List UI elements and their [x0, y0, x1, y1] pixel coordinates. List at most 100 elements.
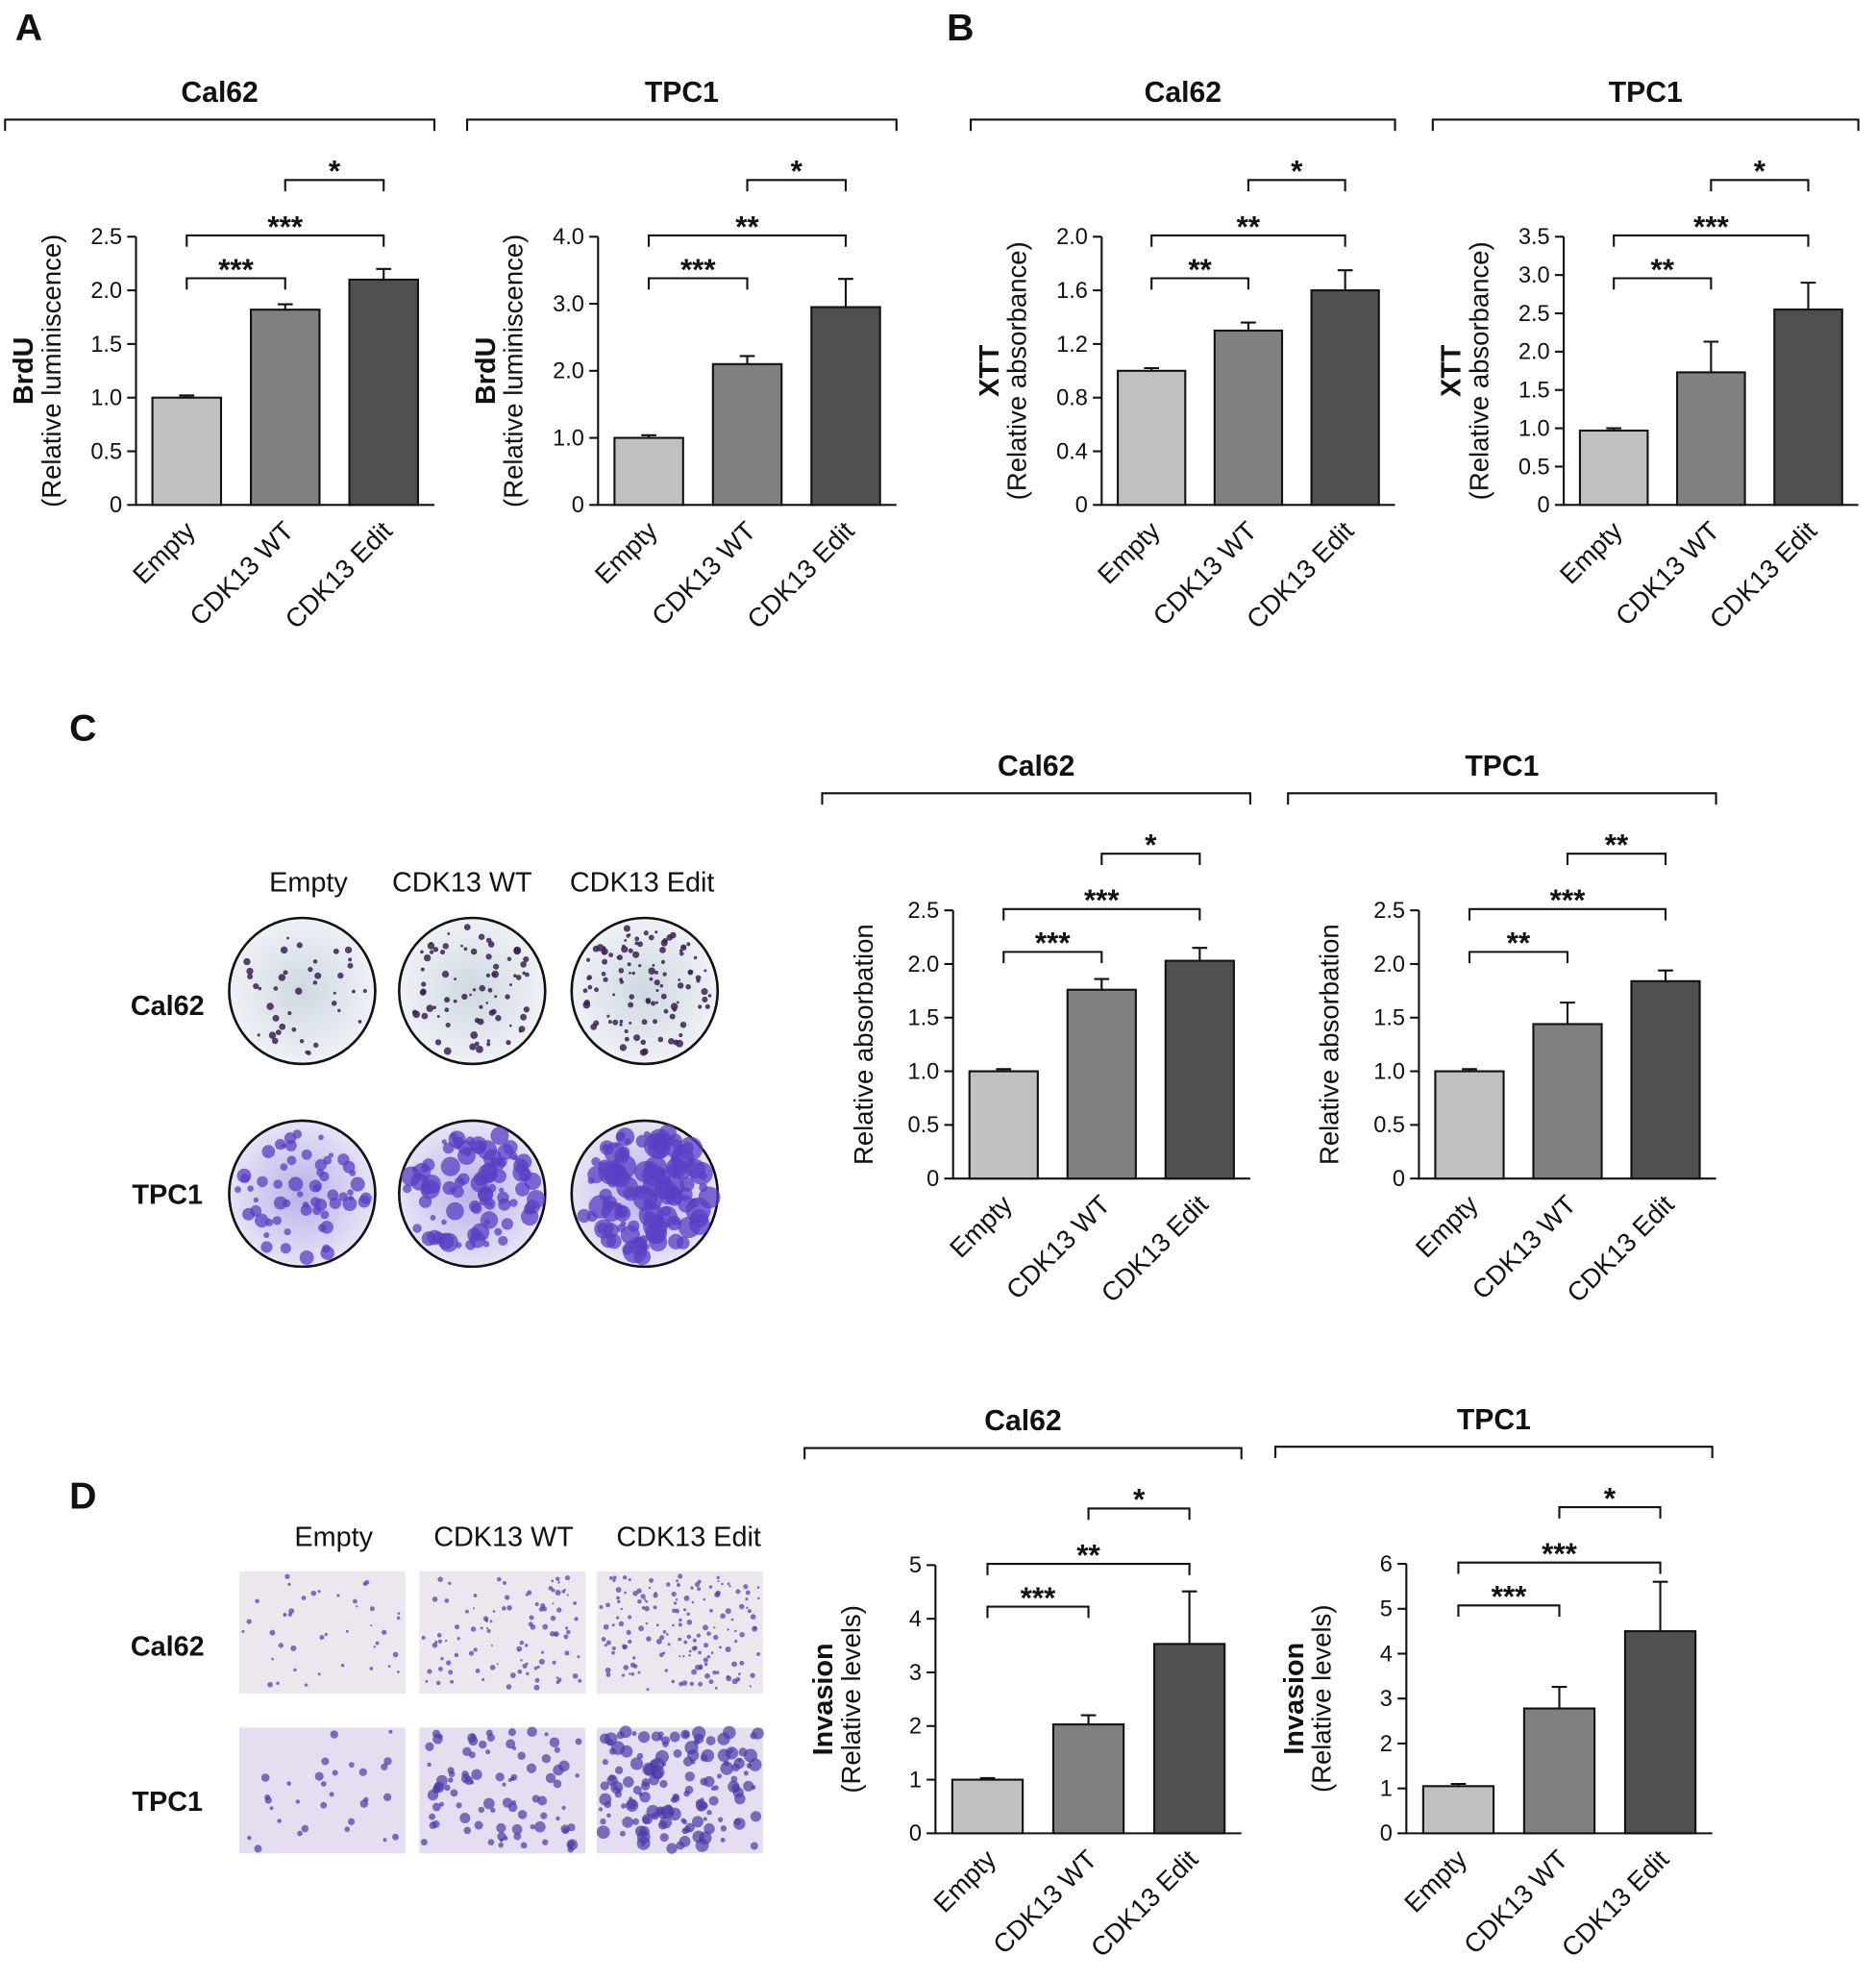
- colony: [628, 948, 633, 953]
- cell: [629, 1672, 631, 1675]
- significance-label: **: [1605, 829, 1629, 862]
- cell: [506, 1684, 512, 1690]
- colony: [432, 1005, 436, 1010]
- significance-label: ***: [1693, 210, 1729, 243]
- bar: [968, 1070, 1039, 1180]
- colony: [432, 947, 439, 953]
- cell: [348, 1762, 355, 1769]
- cell: [700, 1801, 708, 1810]
- cell: [510, 1773, 518, 1781]
- cell: [443, 1784, 451, 1792]
- y-tick-label: 0: [572, 492, 584, 517]
- colony: [471, 1202, 482, 1215]
- colony: [671, 1194, 681, 1204]
- cell: [304, 1683, 309, 1687]
- cell: [454, 1623, 460, 1630]
- colony: [645, 1193, 662, 1210]
- colony: [314, 972, 322, 979]
- colony: [438, 1232, 458, 1252]
- cell: [317, 1672, 321, 1676]
- cell: [432, 1819, 440, 1828]
- cell: [573, 1601, 578, 1605]
- colony: [663, 1008, 669, 1014]
- colony: [689, 1198, 700, 1208]
- cell: [720, 1825, 728, 1832]
- significance-bracket: [1087, 1507, 1191, 1521]
- cell: [448, 1777, 454, 1783]
- cell: [564, 1574, 571, 1581]
- cell: [260, 1773, 270, 1782]
- colony: [693, 955, 698, 960]
- cell: [712, 1626, 716, 1629]
- colony: [454, 978, 457, 981]
- cell: [723, 1725, 736, 1740]
- cell: [678, 1622, 682, 1627]
- cell: [609, 1575, 613, 1580]
- image-column-label: Empty: [294, 1522, 373, 1553]
- bar: [1152, 1643, 1226, 1835]
- bar-chart: Cal62 0 0.5 1.0 1.5 2.0 2.5 Relative absorbatio…: [821, 751, 1251, 1308]
- cell: [381, 1763, 388, 1770]
- y-tick-label: 4: [1380, 1641, 1393, 1666]
- cell: [549, 1737, 560, 1747]
- colony: [288, 1176, 304, 1192]
- colony: [649, 1232, 668, 1251]
- colony: [401, 1166, 421, 1187]
- cell: [679, 1836, 691, 1847]
- cell: [705, 1736, 716, 1745]
- significance-bracket: [1566, 853, 1667, 865]
- colony: [659, 983, 664, 988]
- colony: [266, 1002, 274, 1010]
- cell: [725, 1646, 731, 1652]
- title-bracket: [4, 118, 436, 132]
- y-tick-label: 0.5: [1518, 454, 1550, 479]
- significance-bracket: [1002, 907, 1201, 921]
- cell: [470, 1626, 477, 1632]
- colony: [474, 1041, 480, 1047]
- colony: [672, 1006, 678, 1012]
- colony: [338, 1192, 349, 1202]
- cell: [577, 1655, 580, 1659]
- cell: [622, 1575, 628, 1580]
- cell: [655, 1623, 659, 1627]
- cell: [616, 1596, 620, 1600]
- cell: [681, 1680, 688, 1686]
- cell: [531, 1794, 540, 1803]
- colony: [698, 1186, 721, 1209]
- title-bracket: [970, 118, 1396, 132]
- colony: [257, 1176, 268, 1188]
- cell: [621, 1673, 626, 1677]
- x-tick-label: Empty: [1398, 1844, 1472, 1918]
- cell: [511, 1800, 517, 1805]
- colony: [668, 1233, 684, 1250]
- cell: [478, 1806, 485, 1814]
- cell: [456, 1802, 462, 1809]
- cell: [301, 1596, 307, 1600]
- cell: [623, 1665, 629, 1671]
- cell: [522, 1663, 528, 1669]
- cell: [730, 1775, 738, 1783]
- plate-column-label: CDK13 WT: [392, 867, 532, 898]
- colony: [619, 1131, 626, 1138]
- cell: [604, 1800, 612, 1809]
- cell: [497, 1576, 502, 1582]
- colony: [669, 1013, 676, 1020]
- colony: [586, 977, 590, 980]
- cell: [691, 1646, 697, 1651]
- colony: [444, 997, 451, 1003]
- colony: [487, 987, 493, 993]
- colony: [337, 1008, 341, 1013]
- cell: [686, 1612, 690, 1616]
- cell: [643, 1598, 647, 1601]
- colony: [312, 1183, 321, 1192]
- cell: [621, 1803, 627, 1809]
- colony: [687, 969, 694, 976]
- y-tick-label: 0: [1380, 1820, 1393, 1845]
- cell: [720, 1761, 734, 1775]
- cell: [444, 1598, 450, 1603]
- chart-title: TPC1: [1465, 751, 1539, 782]
- error-bar: [1094, 978, 1110, 990]
- y-axis-label: Relative absorbation: [1315, 924, 1345, 1165]
- colony: [616, 1176, 638, 1199]
